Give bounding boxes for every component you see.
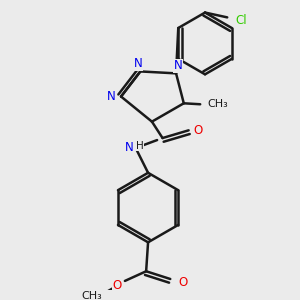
Text: O: O	[112, 279, 122, 292]
Text: O: O	[194, 124, 203, 137]
Text: N: N	[174, 59, 182, 72]
Text: H: H	[136, 141, 143, 151]
Text: N: N	[107, 90, 116, 103]
Text: Cl: Cl	[235, 14, 247, 27]
Text: O: O	[178, 276, 188, 290]
Text: N: N	[125, 141, 134, 154]
Text: N: N	[134, 57, 143, 70]
Text: CH₃: CH₃	[207, 99, 228, 109]
Text: CH₃: CH₃	[82, 291, 103, 300]
